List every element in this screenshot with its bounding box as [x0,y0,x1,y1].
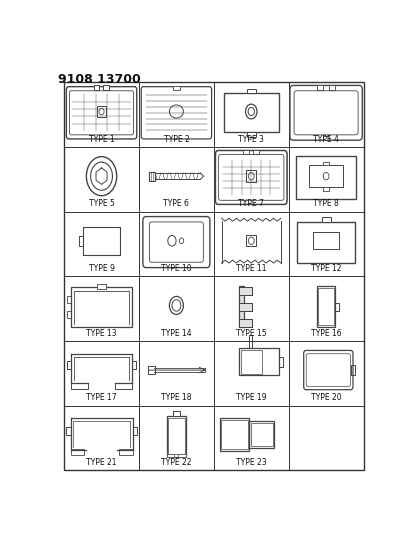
Bar [94,85,99,90]
Text: TYPE 16: TYPE 16 [311,329,342,338]
Bar [309,165,343,187]
Bar [317,286,335,327]
Bar [238,319,252,327]
Bar [329,85,335,90]
Bar [97,106,106,117]
Text: TYPE 8: TYPE 8 [313,199,339,208]
Bar [241,350,262,374]
Text: TYPE 10: TYPE 10 [161,264,192,273]
Bar [173,86,180,90]
Bar [150,172,155,181]
Text: TYPE 19: TYPE 19 [236,393,267,402]
Bar [115,383,132,389]
Bar [323,136,329,140]
Bar [238,287,252,295]
Bar [97,284,106,289]
Bar [132,361,136,369]
Text: TYPE 13: TYPE 13 [86,329,117,338]
Bar [249,335,252,349]
Bar [351,365,355,375]
Bar [279,357,284,367]
Bar [178,454,186,457]
Bar [317,85,323,90]
Bar [67,311,71,318]
Bar [322,217,330,222]
Bar [247,132,256,137]
Text: TYPE 15: TYPE 15 [236,329,267,338]
Bar [323,187,329,191]
Bar [71,287,132,327]
Bar [335,303,339,311]
Bar [238,286,244,327]
Text: TYPE 12: TYPE 12 [311,264,342,273]
Bar [313,232,339,249]
Bar [71,383,88,389]
Bar [168,418,185,455]
Text: TYPE 6: TYPE 6 [164,199,189,208]
Bar [249,421,274,448]
Bar [224,93,279,132]
Bar [251,423,273,446]
Bar [243,150,249,154]
Bar [247,89,256,93]
Text: TYPE 18: TYPE 18 [161,393,192,402]
Bar [83,227,120,255]
Bar [166,416,186,457]
Bar [71,449,84,455]
Bar [66,427,71,435]
Bar [238,303,252,311]
Bar [323,161,329,165]
Bar [103,85,109,90]
Text: TYPE 14: TYPE 14 [161,329,192,338]
Bar [297,222,355,263]
Bar [239,349,279,375]
Bar [254,150,259,154]
Text: TYPE 1: TYPE 1 [89,135,114,144]
Text: TYPE 9: TYPE 9 [89,264,115,273]
Bar [238,303,252,311]
Bar [221,421,248,449]
Bar [247,236,256,246]
Bar [219,418,249,451]
Bar [238,319,252,327]
Bar [296,156,356,199]
Text: TYPE 2: TYPE 2 [164,135,189,144]
Bar [318,288,334,325]
Text: TYPE 7: TYPE 7 [238,199,264,208]
Text: TYPE 11: TYPE 11 [236,264,266,273]
Text: TYPE 23: TYPE 23 [236,458,267,467]
Bar [67,361,71,369]
Bar [238,286,244,327]
Bar [67,296,71,303]
Bar [238,287,252,295]
Bar [247,171,256,182]
Bar [173,411,180,416]
Text: TYPE 22: TYPE 22 [161,458,192,467]
Bar [132,427,137,435]
Text: TYPE 21: TYPE 21 [86,458,117,467]
Text: 9108 13700: 9108 13700 [58,73,141,86]
Bar [119,449,132,455]
Text: TYPE 5: TYPE 5 [89,199,115,208]
Bar [166,454,174,457]
Text: TYPE 17: TYPE 17 [86,393,117,402]
Bar [148,366,155,374]
Text: TYPE 4: TYPE 4 [313,135,339,144]
Text: TYPE 20: TYPE 20 [311,393,342,402]
Bar [79,236,83,246]
Text: TYPE 3: TYPE 3 [238,135,264,144]
